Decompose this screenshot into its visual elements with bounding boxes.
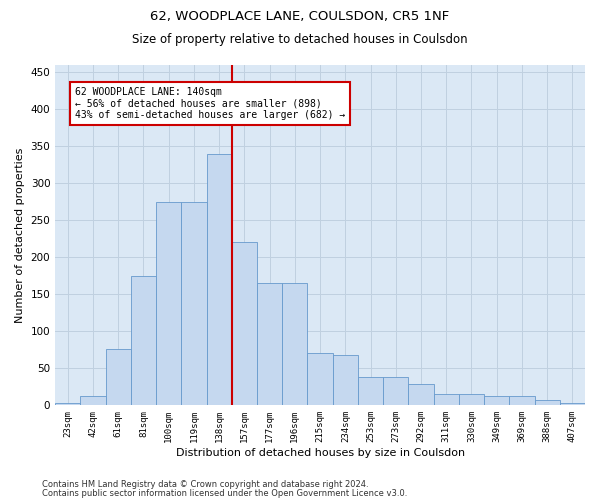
Text: Contains HM Land Registry data © Crown copyright and database right 2024.: Contains HM Land Registry data © Crown c… — [42, 480, 368, 489]
Bar — [484, 396, 509, 405]
Bar — [434, 394, 459, 405]
Bar — [358, 377, 383, 405]
Bar — [156, 202, 181, 405]
Bar — [509, 396, 535, 405]
Text: Contains public sector information licensed under the Open Government Licence v3: Contains public sector information licen… — [42, 488, 407, 498]
Bar — [106, 350, 131, 405]
Text: 62, WOODPLACE LANE, COULSDON, CR5 1NF: 62, WOODPLACE LANE, COULSDON, CR5 1NF — [151, 10, 449, 23]
Bar — [560, 404, 585, 405]
Y-axis label: Number of detached properties: Number of detached properties — [15, 147, 25, 322]
Bar — [131, 276, 156, 405]
Bar — [80, 396, 106, 405]
Bar — [332, 354, 358, 405]
Bar — [383, 377, 409, 405]
Bar — [206, 154, 232, 405]
X-axis label: Distribution of detached houses by size in Coulsdon: Distribution of detached houses by size … — [176, 448, 464, 458]
Bar — [55, 404, 80, 405]
Bar — [257, 283, 282, 405]
Bar — [282, 283, 307, 405]
Bar — [181, 202, 206, 405]
Bar — [459, 394, 484, 405]
Bar — [307, 353, 332, 405]
Bar — [535, 400, 560, 405]
Text: 62 WOODPLACE LANE: 140sqm
← 56% of detached houses are smaller (898)
43% of semi: 62 WOODPLACE LANE: 140sqm ← 56% of detac… — [76, 87, 346, 120]
Bar — [232, 242, 257, 405]
Bar — [409, 384, 434, 405]
Text: Size of property relative to detached houses in Coulsdon: Size of property relative to detached ho… — [132, 32, 468, 46]
